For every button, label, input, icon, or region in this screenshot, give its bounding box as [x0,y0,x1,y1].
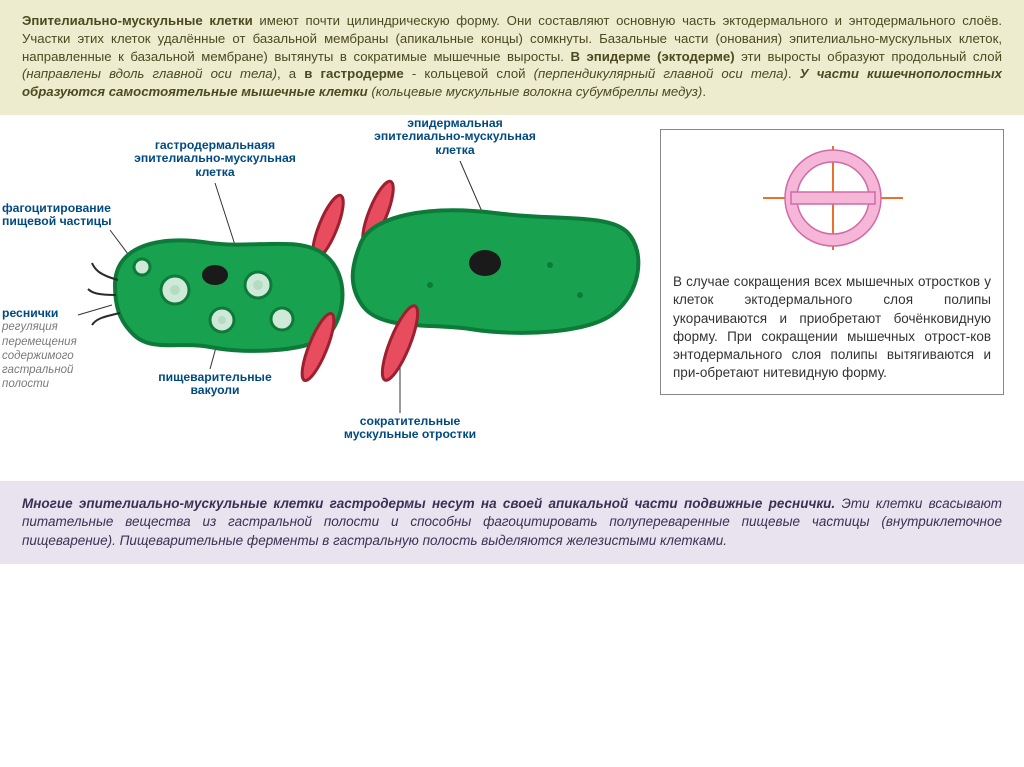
bottom-paragraph: Многие эпителиально-мускульные клетки га… [22,495,1002,550]
contraction-symbol [673,140,993,258]
top-paragraph: Эпителиально-мускульные клетки имеют поч… [22,12,1002,101]
cell-diagram [0,115,660,475]
contraction-text: В случае сокращения всех мышечных отрост… [673,273,991,382]
contraction-info-box: В случае сокращения всех мышечных отрост… [660,129,1004,395]
bottom-text-panel: Многие эпителиально-мускульные клетки га… [0,481,1024,564]
epidermal-cell-shape [353,178,639,384]
top-text-panel: Эпителиально-мускульные клетки имеют поч… [0,0,1024,115]
term-epi-musc: Эпителиально-мускульные клетки [22,13,253,28]
diagram-area: эпидермальнаяэпителиально-мускульнаяклет… [0,115,1024,475]
gastrodermal-cell-shape [88,192,349,384]
